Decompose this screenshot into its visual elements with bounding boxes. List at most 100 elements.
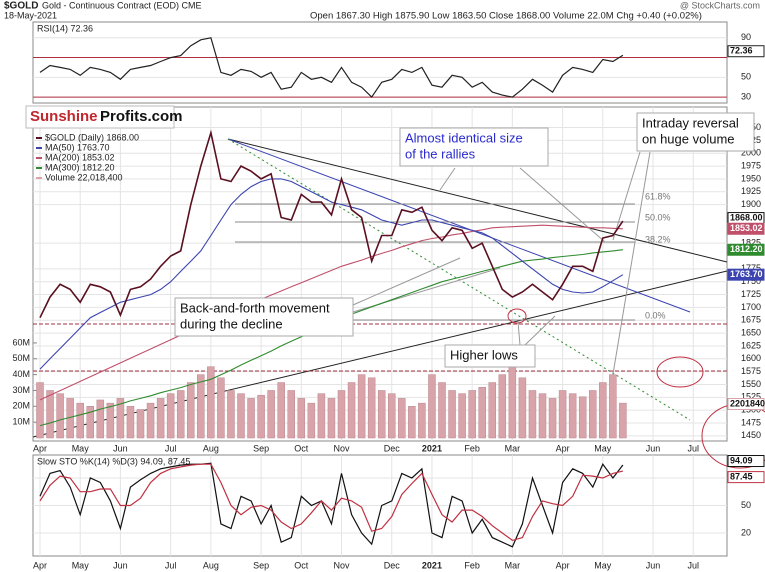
price-panel	[32, 106, 728, 442]
volume-bar	[96, 399, 105, 439]
y-tick-label: 90	[741, 32, 751, 42]
volume-bar	[508, 366, 517, 439]
arrow	[352, 257, 461, 306]
legend-entry: MA(300) 1812.20	[45, 162, 115, 172]
x-tick-label: Mar	[505, 443, 521, 453]
volume-bar	[458, 393, 466, 439]
volume-bar	[438, 382, 446, 439]
annotation-text: Higher lows	[450, 347, 518, 362]
indicator-line	[39, 462, 624, 548]
last-value-label: 72.36	[730, 46, 753, 56]
arrow	[612, 151, 641, 241]
volume-bar	[197, 374, 205, 439]
fib-label: 50.0%	[645, 212, 671, 222]
volume-bar	[307, 402, 316, 439]
legend-entry: MA(200) 1853.02	[45, 152, 115, 162]
logo-profits: Profits.com	[100, 108, 183, 125]
y-tick-label: 50	[741, 72, 751, 82]
volume-bar	[498, 374, 507, 439]
rsi-panel	[32, 21, 728, 104]
volume-bar	[448, 390, 456, 439]
x-tick-label: May	[594, 443, 612, 453]
x-tick-label: Apr	[33, 560, 47, 570]
y-tick-label: 1600	[741, 353, 761, 363]
x-tick-label: Jul	[165, 560, 177, 570]
annotation-box	[636, 112, 755, 152]
volume-bar	[327, 398, 336, 439]
annotation-text: Back-and-forth movement	[180, 300, 330, 315]
x-tick-label: Aug	[203, 443, 219, 453]
y-tick-label: 1775	[741, 263, 761, 273]
annotation-box	[399, 127, 549, 167]
volume-bar	[116, 398, 125, 439]
last-value-label: 94.09	[730, 455, 753, 465]
annotation-box	[444, 344, 536, 368]
x-tick-label: Sep	[253, 560, 269, 570]
x-tick-label: Jul	[687, 443, 699, 453]
x-tick-label: Sep	[253, 443, 269, 453]
arrow	[519, 167, 606, 243]
x-tick-label: Jun	[646, 443, 661, 453]
x-tick-label: Oct	[294, 443, 309, 453]
x-tick-label: 2021	[422, 443, 442, 453]
y-tick-label: 1475	[741, 417, 761, 427]
y-tick-label: 1550	[741, 379, 761, 389]
x-tick-label: Oct	[294, 560, 309, 570]
volume-bar	[136, 409, 145, 439]
y-tick-label: 30	[741, 91, 751, 101]
volume-bar	[488, 382, 496, 439]
y-tick-label: 50	[741, 500, 751, 510]
legend-entry: Volume 22,018,400	[45, 172, 123, 182]
volume-bar	[367, 377, 376, 439]
x-tick-label: Jul	[165, 443, 177, 453]
x-tick-label: Aug	[203, 560, 219, 570]
volume-bar	[227, 390, 235, 439]
x-tick-label: Dec	[384, 560, 401, 570]
y-tick-label: 1575	[741, 366, 761, 376]
date: 18-May-2021	[4, 10, 57, 20]
volume-bar	[538, 393, 547, 439]
panel-title: Slow STO %K(14) %D(3) 94.09, 87.45	[37, 456, 190, 466]
fib-label: 61.8%	[645, 191, 671, 201]
volume-bar	[106, 402, 115, 439]
y-tick-label: 1975	[741, 160, 761, 170]
y2-tick-label: 30M	[12, 385, 30, 395]
x-tick-label: Apr	[33, 443, 47, 453]
price-line	[39, 129, 624, 319]
volume-bar	[86, 406, 94, 439]
volume-bar	[558, 390, 567, 439]
x-tick-label: Dec	[384, 443, 401, 453]
volume-bar	[217, 377, 225, 439]
y-tick-label: 1525	[741, 392, 761, 402]
annotation-box	[174, 297, 354, 337]
volume-bar	[398, 398, 406, 439]
volume-bar	[257, 394, 265, 439]
indicator-line	[39, 463, 624, 542]
instrument-name: Gold - Continuous Contract (EOD) CME	[42, 0, 202, 10]
volume-bar	[166, 393, 175, 439]
last-value-box	[727, 398, 765, 410]
volume-bar	[428, 374, 436, 439]
volume-bar	[187, 382, 195, 439]
volume-bar	[357, 374, 366, 439]
volume-bar	[388, 393, 396, 439]
last-value-label: 87.45	[730, 471, 753, 481]
x-tick-label: May	[72, 443, 90, 453]
volume-bar	[207, 366, 215, 439]
volume-bar	[317, 393, 326, 439]
x-tick-label: Feb	[464, 560, 480, 570]
y-tick-label: 1925	[741, 186, 761, 196]
x-tick-label: Jun	[113, 443, 128, 453]
volume-bar	[247, 398, 255, 439]
y-tick-label: 2000	[741, 148, 761, 158]
last-value-box	[727, 455, 765, 468]
quote: Open 1867.30 High 1875.90 Low 1863.50 Cl…	[310, 11, 702, 22]
volume-bar	[36, 382, 44, 439]
y-tick-label: 20	[741, 527, 751, 537]
last-value-label: 1853.02	[730, 223, 763, 233]
y2-tick-label: 50M	[12, 353, 30, 363]
volume-bar	[156, 398, 165, 439]
arrow	[439, 167, 456, 191]
y2-tick-label: 60M	[12, 337, 30, 347]
